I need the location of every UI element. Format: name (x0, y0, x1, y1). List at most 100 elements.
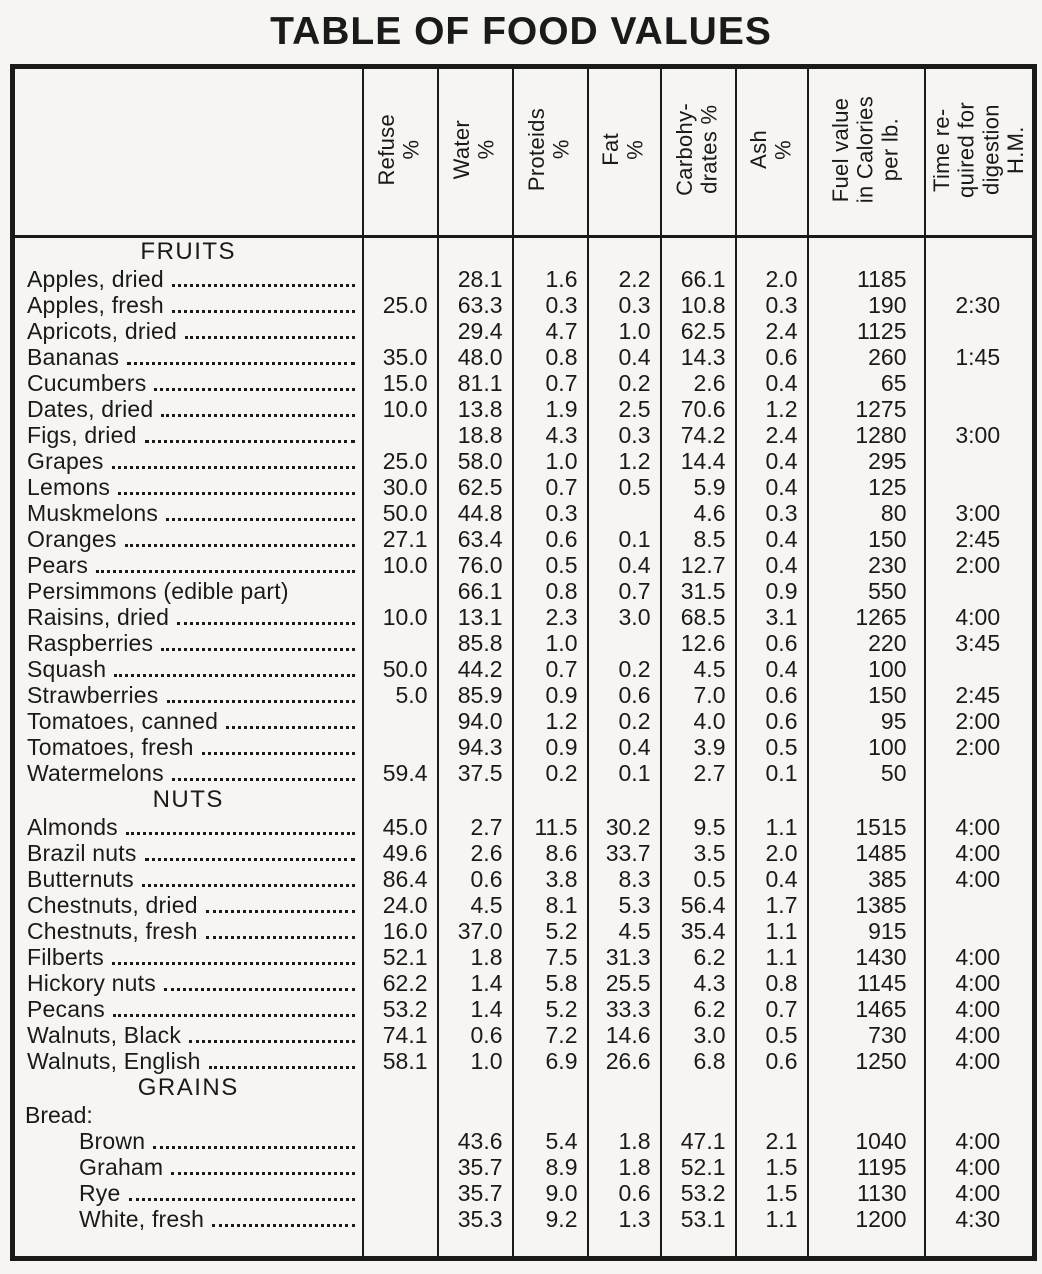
water-value: 44.2 (436, 656, 513, 682)
digestion-time-value (923, 578, 1035, 604)
ash-value (734, 1074, 808, 1102)
food-name: Brazil nuts (27, 840, 137, 866)
proteids-value (511, 1232, 588, 1258)
carbohydrates-value: 6.2 (659, 944, 736, 970)
carbohydrates-value: 2.6 (659, 370, 736, 396)
food-name-cell: Apples, fresh (13, 292, 363, 318)
ash-value: 1.1 (734, 814, 808, 840)
water-value: 35.7 (436, 1154, 513, 1180)
refuse-value: 49.6 (361, 840, 438, 866)
ash-value: 2.0 (734, 266, 808, 292)
table-row: Apples, dried 28.1 1.6 2.2 66.1 2.0 1185 (13, 266, 1035, 292)
carbohydrates-value: 6.2 (659, 996, 736, 1022)
food-name: Squash (27, 656, 107, 682)
digestion-time-value (923, 1074, 1035, 1102)
table-row: Lemons 30.0 62.5 0.7 0.5 5.9 0.4 125 (13, 474, 1035, 500)
refuse-value: 10.0 (361, 552, 438, 578)
fat-value: 26.6 (586, 1048, 661, 1074)
water-value: 29.4 (436, 318, 513, 344)
refuse-value (361, 578, 438, 604)
fuel-value-value (806, 236, 925, 266)
fuel-value-value (806, 1102, 925, 1128)
carbohydrates-value (659, 786, 736, 814)
digestion-time-value (923, 370, 1035, 396)
column-header-refuse-label: Refuse % (374, 113, 424, 186)
fuel-value-value: 190 (806, 292, 925, 318)
ash-value (734, 786, 808, 814)
refuse-value: 15.0 (361, 370, 438, 396)
food-name-cell: Grapes (13, 448, 363, 474)
table-header: Refuse % Water % Proteids % Fat % Carboh… (12, 66, 1035, 238)
proteids-value: 9.0 (511, 1180, 588, 1206)
fat-value: 0.3 (586, 422, 661, 448)
dotted-leader (125, 832, 355, 835)
food-name-cell: Raisins, dried (13, 604, 363, 630)
digestion-time-value: 4:00 (923, 604, 1035, 630)
food-name-cell: Pecans (13, 996, 363, 1022)
proteids-value: 0.6 (511, 526, 588, 552)
fuel-value-value (806, 786, 925, 814)
carbohydrates-value: 3.5 (659, 840, 736, 866)
table-row: Brown 43.6 5.4 1.8 47.1 2.1 1040 4:00 (13, 1128, 1035, 1154)
fat-value: 1.2 (586, 448, 661, 474)
refuse-value (361, 734, 438, 760)
dotted-leader (118, 492, 355, 495)
food-name-cell: Apricots, dried (13, 318, 363, 344)
food-name: Strawberries (27, 682, 159, 708)
food-name-cell: Strawberries (13, 682, 363, 708)
refuse-value (361, 786, 438, 814)
dotted-leader (161, 414, 355, 417)
fuel-value-value: 65 (806, 370, 925, 396)
food-name: Almonds (27, 814, 118, 840)
fuel-value-value: 220 (806, 630, 925, 656)
table-row: Chestnuts, dried 24.0 4.5 8.1 5.3 56.4 1.7 1385 (13, 892, 1035, 918)
food-name: Brown (79, 1128, 146, 1154)
water-value (436, 1074, 513, 1102)
ash-value: 0.9 (734, 578, 808, 604)
food-name-cell: Pears (13, 552, 363, 578)
fuel-value-value: 230 (806, 552, 925, 578)
refuse-value: 10.0 (361, 604, 438, 630)
ash-value: 0.4 (734, 552, 808, 578)
refuse-value: 74.1 (361, 1022, 438, 1048)
water-value: 2.6 (436, 840, 513, 866)
digestion-time-value: 4:00 (923, 970, 1035, 996)
refuse-value: 35.0 (361, 344, 438, 370)
table-row: Oranges 27.1 63.4 0.6 0.1 8.5 0.4 150 2:45 (13, 526, 1035, 552)
digestion-time-value: 4:00 (923, 1022, 1035, 1048)
digestion-time-value: 4:00 (923, 1128, 1035, 1154)
food-name-cell: Apples, dried (13, 266, 363, 292)
dotted-leader (154, 388, 355, 391)
ash-value: 0.7 (734, 996, 808, 1022)
carbohydrates-value: 5.9 (659, 474, 736, 500)
ash-value: 0.3 (734, 500, 808, 526)
section-heading-row: NUTS (13, 786, 1035, 814)
fat-value (586, 1074, 661, 1102)
fat-value (586, 500, 661, 526)
proteids-value (511, 236, 588, 266)
ash-value: 0.6 (734, 682, 808, 708)
fuel-value-value: 150 (806, 526, 925, 552)
dotted-leader (226, 726, 355, 729)
ash-value: 0.4 (734, 370, 808, 396)
carbohydrates-value: 2.7 (659, 760, 736, 786)
ash-value (734, 1102, 808, 1128)
ash-value: 0.4 (734, 656, 808, 682)
food-name-cell: Walnuts, Black (13, 1022, 363, 1048)
food-name: Dates, dried (27, 396, 154, 422)
carbohydrates-value: 62.5 (659, 318, 736, 344)
fat-value: 0.4 (586, 552, 661, 578)
digestion-time-value (923, 474, 1035, 500)
refuse-value (361, 1128, 438, 1154)
carbohydrates-value: 4.0 (659, 708, 736, 734)
ash-value: 3.1 (734, 604, 808, 630)
digestion-time-value: 4:30 (923, 1206, 1035, 1232)
dotted-leader (205, 910, 355, 913)
food-name: Pecans (27, 996, 105, 1022)
water-value: 13.1 (436, 604, 513, 630)
column-header-refuse: Refuse % (361, 66, 438, 238)
fuel-value-value: 1185 (806, 266, 925, 292)
ash-value: 0.1 (734, 760, 808, 786)
column-header-carbohydrates-label: Carbohy- drates % (672, 103, 722, 196)
fuel-value-value: 550 (806, 578, 925, 604)
